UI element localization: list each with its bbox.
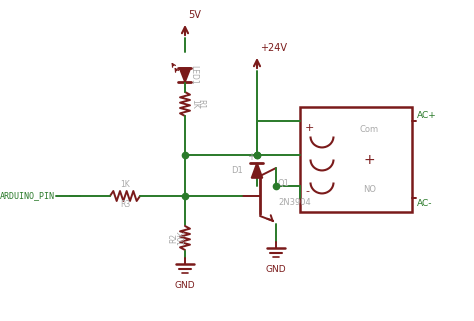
Text: 5V: 5V <box>188 10 201 20</box>
Text: R1: R1 <box>196 99 205 109</box>
Text: +: + <box>364 152 375 167</box>
Bar <box>300 107 412 212</box>
Text: 2N3904: 2N3904 <box>278 198 311 207</box>
Text: AC+: AC+ <box>417 111 437 120</box>
Text: GND: GND <box>266 265 286 274</box>
Text: +: + <box>247 152 255 162</box>
Text: 1K: 1K <box>120 180 130 189</box>
Polygon shape <box>180 68 191 82</box>
Text: Q1: Q1 <box>278 179 290 188</box>
Text: R3: R3 <box>120 200 130 209</box>
Text: D1: D1 <box>231 166 243 175</box>
Text: LED1: LED1 <box>189 65 198 85</box>
Text: Com: Com <box>360 125 379 134</box>
Text: 10K: 10K <box>177 231 186 245</box>
Text: +24V: +24V <box>260 43 287 53</box>
Text: 1K: 1K <box>190 99 199 109</box>
Text: AC-: AC- <box>417 199 432 208</box>
Text: NO: NO <box>363 185 376 194</box>
Text: +: + <box>305 123 314 133</box>
Text: R2: R2 <box>169 233 178 243</box>
Text: GND: GND <box>175 281 195 290</box>
Text: -: - <box>305 186 309 196</box>
Text: ARDUINO_PIN: ARDUINO_PIN <box>0 192 55 201</box>
Polygon shape <box>252 163 263 178</box>
